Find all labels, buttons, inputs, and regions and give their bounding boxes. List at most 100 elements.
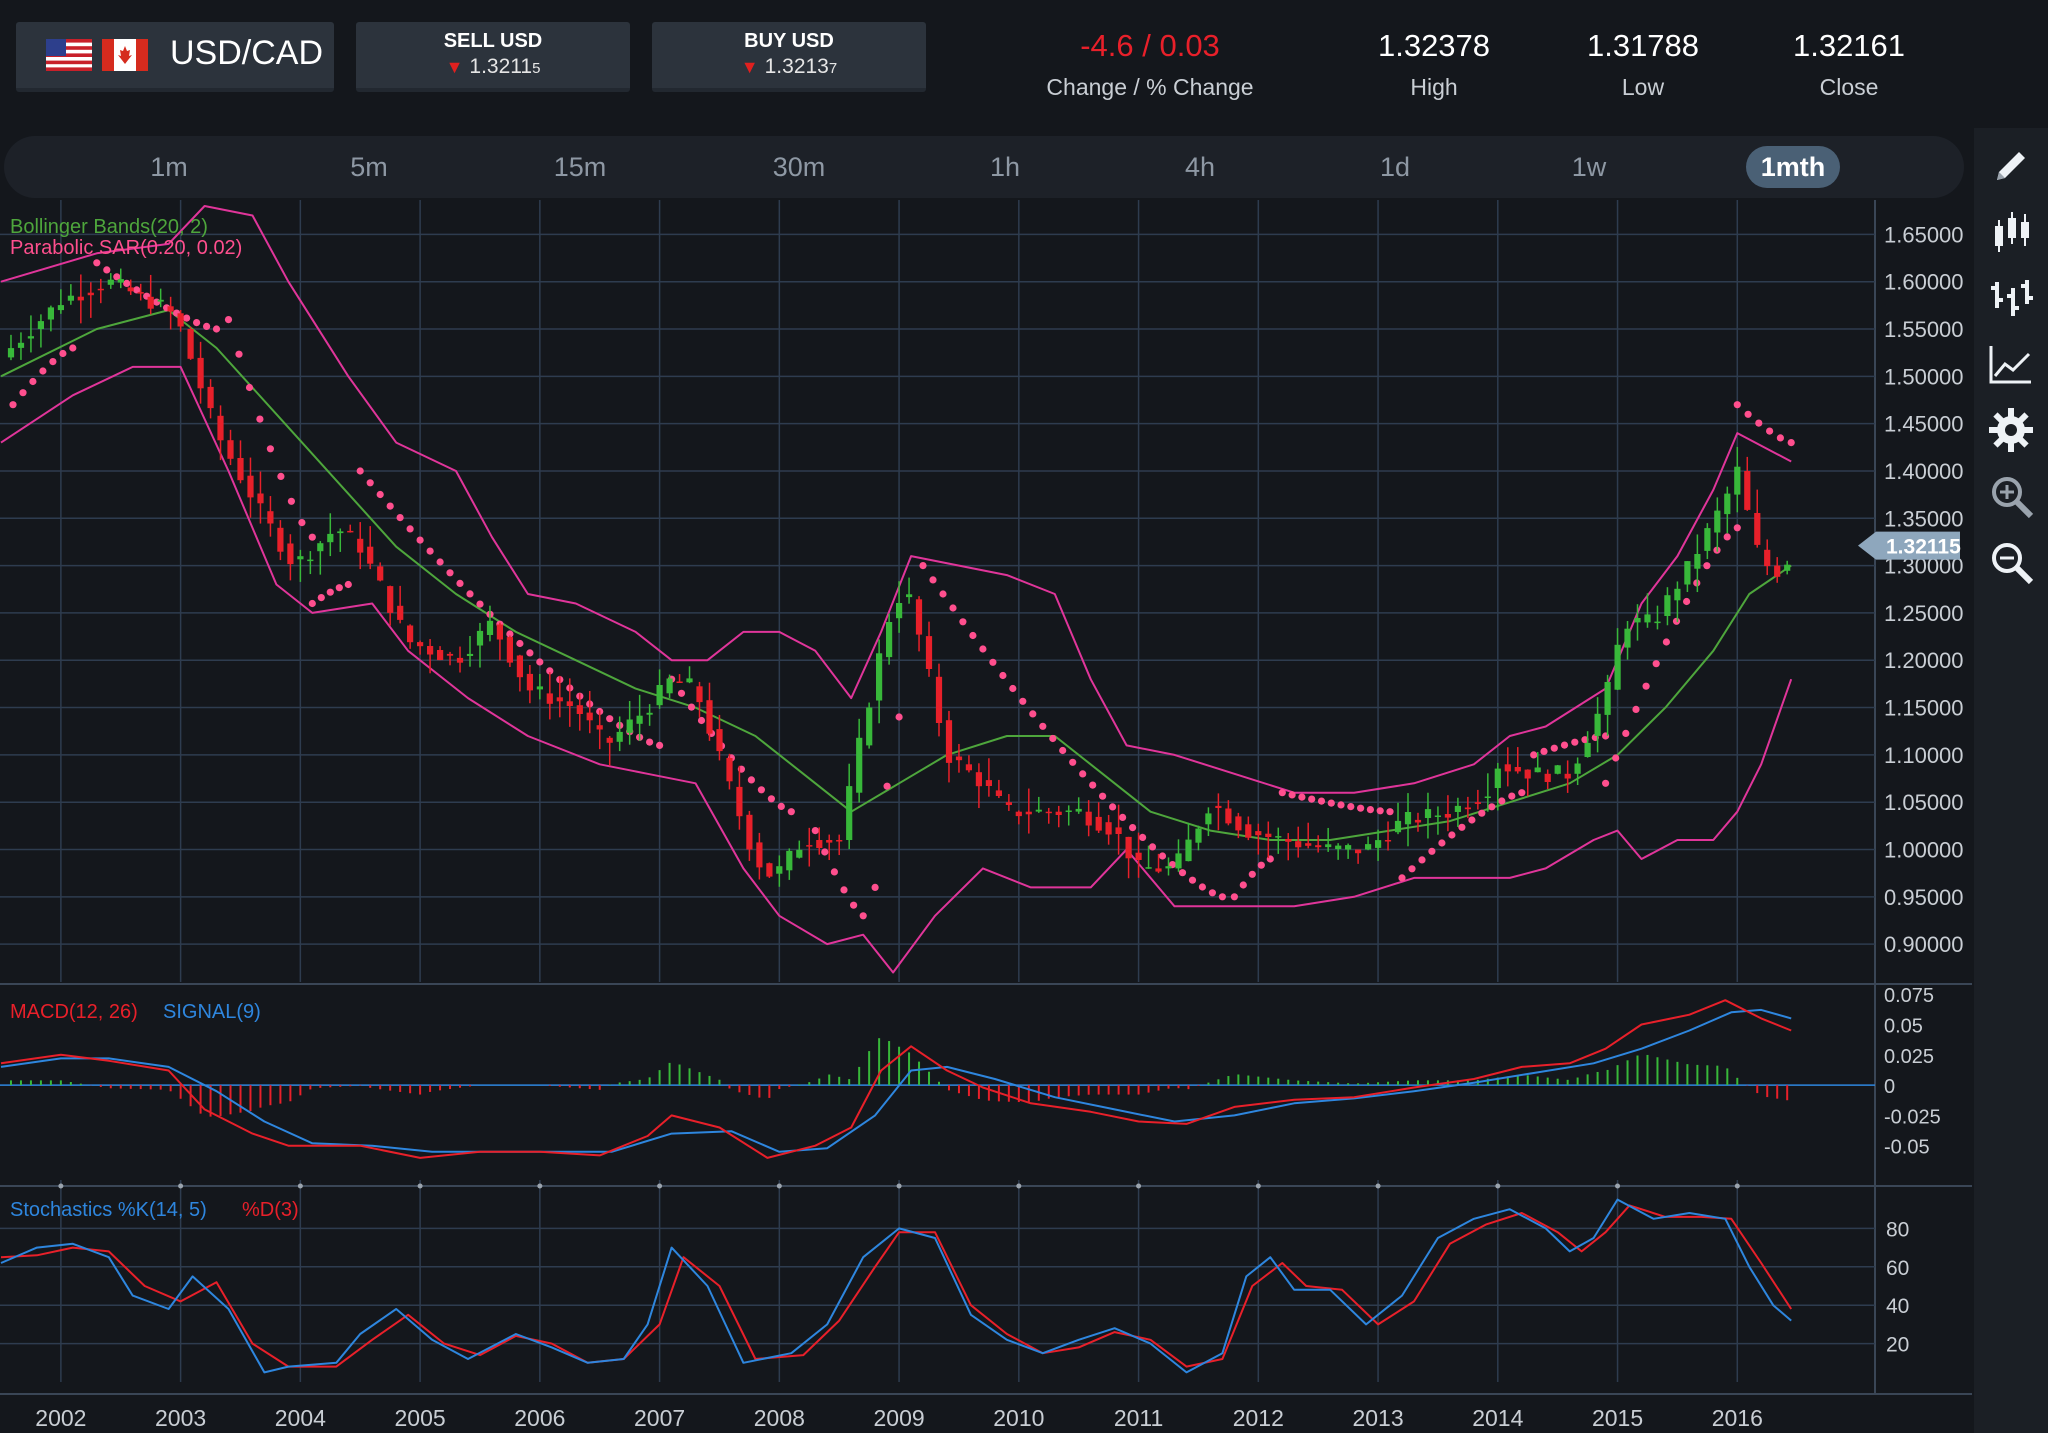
- timeframe-5m[interactable]: 5m: [350, 152, 388, 182]
- sar-dot: [287, 497, 295, 505]
- down-candle: [826, 840, 833, 843]
- down-candle: [1215, 805, 1222, 808]
- year-marker: [1136, 1183, 1142, 1189]
- ohlc-mode-button[interactable]: [1974, 268, 2048, 328]
- line-mode-button[interactable]: [1974, 334, 2048, 394]
- down-candle: [377, 566, 384, 581]
- price-axis-label: 1.35000: [1884, 506, 1964, 531]
- zoom-in-button[interactable]: [1974, 466, 2048, 526]
- x-axis-label: 2003: [155, 1405, 206, 1431]
- x-axis-label: 2009: [873, 1405, 924, 1431]
- down-candle: [147, 296, 154, 309]
- up-candle: [1075, 808, 1082, 812]
- sar-label: Parabolic SAR(0.20, 0.02): [10, 237, 242, 259]
- macd-axis-label: 0: [1884, 1076, 1895, 1098]
- sar-dot: [245, 383, 254, 392]
- timeframe-30m[interactable]: 30m: [772, 152, 826, 182]
- sar-dot: [1230, 893, 1238, 901]
- down-candle: [237, 458, 244, 481]
- price-axis-label: 1.50000: [1884, 364, 1964, 389]
- change-stat: -4.6 / 0.03 Change / % Change: [1030, 28, 1270, 101]
- down-candle: [816, 840, 823, 848]
- price-chart[interactable]: 2002 2003 2004 2005 2006 2007 2008 2009 2010 2011…: [0, 200, 1972, 1433]
- sar-dot: [103, 266, 111, 274]
- year-marker: [1495, 1183, 1501, 1189]
- sar-dot: [1069, 758, 1077, 766]
- sar-dot: [821, 848, 829, 856]
- up-candle: [47, 307, 54, 320]
- buy-button-label: BUY USD: [744, 30, 834, 52]
- year-marker: [537, 1183, 543, 1189]
- up-candle: [17, 342, 25, 348]
- sar-dot: [767, 795, 776, 803]
- up-candle: [1634, 618, 1641, 623]
- sar-dot: [1376, 807, 1384, 815]
- currency-pair-selector[interactable]: USD/CAD: [16, 22, 334, 92]
- x-axis-label: 2008: [754, 1405, 805, 1431]
- down-candle: [227, 440, 234, 459]
- year-marker: [1734, 1183, 1740, 1189]
- sar-dot: [1755, 419, 1763, 427]
- down-candle: [1414, 819, 1422, 823]
- candlestick-mode-button[interactable]: [1974, 202, 2048, 262]
- timeframe-1h[interactable]: 1h: [989, 152, 1021, 182]
- sar-dot: [1468, 816, 1476, 824]
- timeframe-1mth[interactable]: 1mth: [1746, 146, 1840, 188]
- buy-button[interactable]: BUY USD ▼ 1.32137: [652, 22, 926, 92]
- chart-toolbar: [1974, 128, 2048, 1433]
- up-candle: [1035, 809, 1042, 812]
- sar-dot: [1787, 439, 1795, 447]
- high-value: 1.32378: [1377, 28, 1491, 63]
- stoch-d-line: [0, 1204, 1793, 1368]
- low-value: 1.31788: [1586, 28, 1700, 63]
- up-candle: [307, 559, 314, 562]
- timeframe-15m[interactable]: 15m: [553, 152, 607, 182]
- sar-dot: [376, 490, 384, 499]
- up-candle: [1275, 836, 1282, 838]
- sar-dot: [1398, 874, 1406, 882]
- sar-dot: [436, 558, 444, 566]
- down-candle: [267, 511, 274, 524]
- down-candle: [736, 786, 743, 817]
- timeframe-4h[interactable]: 4h: [1184, 152, 1216, 182]
- down-candle: [446, 653, 454, 656]
- down-candle: [197, 357, 204, 389]
- low-label: Low: [1621, 74, 1665, 100]
- sar-dot: [113, 273, 121, 281]
- sar-dot: [235, 350, 243, 358]
- up-candle: [1454, 805, 1461, 812]
- x-axis-label: 2005: [395, 1405, 446, 1431]
- timeframe-1m[interactable]: 1m: [150, 152, 188, 182]
- sar-dot: [1099, 792, 1107, 800]
- down-candle: [586, 712, 593, 721]
- price-axis-label: 1.60000: [1884, 270, 1964, 295]
- timeframe-1d[interactable]: 1d: [1379, 152, 1411, 182]
- timeframe-1w[interactable]: 1w: [1571, 152, 1607, 182]
- up-candle: [1424, 809, 1432, 818]
- zoom-out-button[interactable]: [1974, 532, 2048, 592]
- sar-dot: [446, 569, 454, 577]
- sar-dot: [1119, 813, 1127, 822]
- stochastics-panel: [0, 1198, 1793, 1374]
- settings-button[interactable]: [1974, 400, 2048, 460]
- sar-dot: [1408, 865, 1416, 873]
- down-candle: [985, 780, 992, 786]
- sar-dot: [989, 658, 997, 666]
- down-candle: [1744, 471, 1751, 510]
- up-candle: [37, 321, 44, 329]
- sar-dot: [999, 671, 1007, 680]
- sar-dot: [466, 590, 474, 598]
- draw-tool-button[interactable]: [1974, 136, 2048, 196]
- sar-dot: [1632, 705, 1640, 713]
- current-price-label: 1.32115: [1886, 536, 1961, 559]
- sell-button[interactable]: SELL USD ▼ 1.32115: [356, 22, 630, 92]
- sar-dot: [298, 519, 306, 527]
- down-candle: [1115, 827, 1122, 834]
- sar-dot: [1079, 770, 1087, 778]
- sar-dot: [1188, 876, 1197, 884]
- sar-dot: [895, 713, 903, 721]
- up-candle: [327, 533, 334, 543]
- down-candle: [287, 543, 294, 565]
- sar-dot: [317, 594, 325, 602]
- sar-dot: [1049, 734, 1057, 743]
